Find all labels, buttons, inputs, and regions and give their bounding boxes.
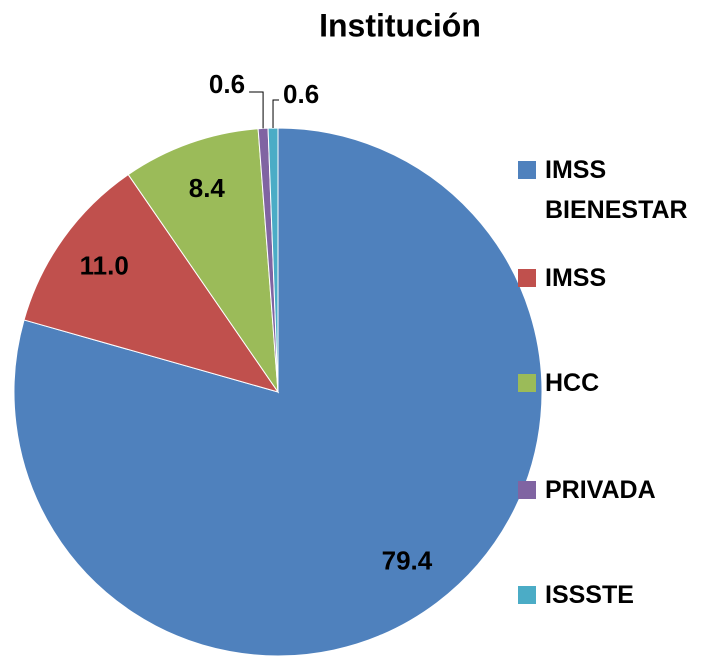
data-label: 11.0: [80, 250, 129, 280]
legend-swatch: [518, 481, 536, 499]
legend-item: PRIVADA: [518, 470, 708, 510]
leader-line: [272, 99, 280, 129]
pie-slice: [23, 173, 280, 393]
legend-item: IMSS: [518, 258, 708, 298]
legend-label: IMSS: [545, 264, 607, 292]
data-label: 79.4: [382, 545, 433, 575]
legend-label: PRIVADA: [545, 476, 656, 504]
legend-swatch: [518, 269, 536, 287]
pie-slice: [127, 128, 279, 394]
legend-swatch: [518, 586, 536, 604]
data-label: 0.6: [283, 79, 319, 109]
leader-line: [249, 91, 264, 129]
data-label: 8.4: [189, 173, 226, 203]
legend-item: IMSS BIENESTAR: [518, 150, 708, 230]
data-label: 0.6: [209, 69, 245, 99]
legend-label: ISSSTE: [545, 581, 634, 609]
legend-label: HCC: [545, 369, 600, 397]
chart-title: Institución: [319, 7, 481, 43]
legend-swatch: [518, 161, 536, 179]
legend-swatch: [518, 374, 536, 392]
legend-item: HCC: [518, 363, 708, 403]
pie-slice: [267, 127, 279, 393]
legend-label: IMSS BIENESTAR: [545, 156, 688, 224]
legend-item: ISSSTE: [518, 575, 708, 615]
